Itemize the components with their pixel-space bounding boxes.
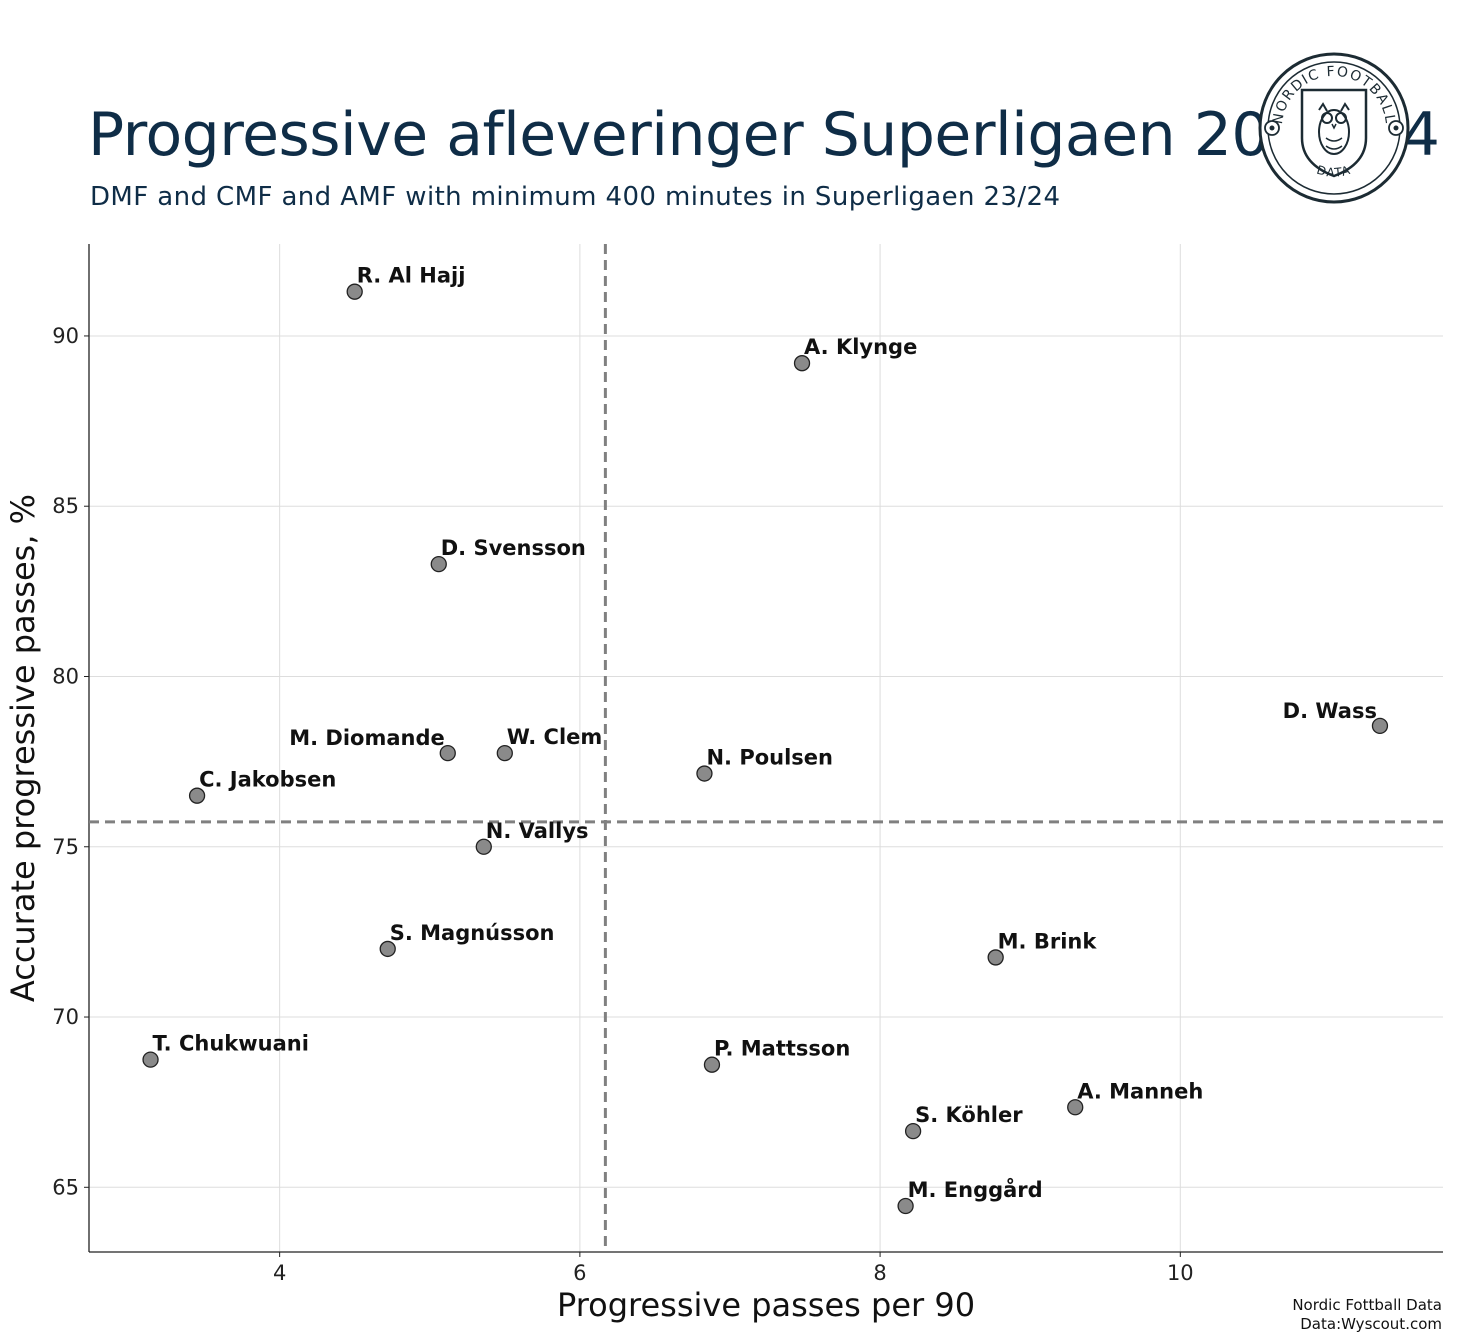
x-tick-label: 10 (1167, 1261, 1194, 1285)
data-point-label: C. Jakobsen (199, 768, 336, 792)
owl-shield-icon (1300, 88, 1368, 178)
grid-lines (89, 244, 1443, 1252)
source-caption: Nordic Fottball Data Data:Wyscout.com (1292, 1296, 1442, 1334)
svg-text:DATA: DATA (1315, 163, 1353, 180)
x-tick-label: 6 (573, 1261, 586, 1285)
data-point (496, 744, 513, 762)
data-point (188, 787, 206, 804)
caption-line-2: Data:Wyscout.com (1300, 1315, 1442, 1333)
data-point (475, 838, 492, 855)
axes (88, 244, 1443, 1253)
data-point-label: S. Magnússon (390, 921, 555, 945)
y-tick-label: 65 (52, 1175, 79, 1199)
data-point-label: S. Köhler (915, 1103, 1023, 1127)
data-point (703, 1056, 721, 1073)
x-axis-title: Progressive passes per 90 (557, 1286, 975, 1324)
y-axis-title: Accurate progressive passes, % (4, 494, 42, 1002)
data-point (430, 555, 447, 573)
x-tick-label: 8 (873, 1261, 886, 1285)
data-point (904, 1122, 922, 1140)
data-point-label: M. Diomande (289, 726, 445, 750)
caption-line-1: Nordic Fottball Data (1292, 1296, 1442, 1314)
data-point-label: D. Wass (1283, 699, 1377, 723)
data-points (142, 283, 1389, 1215)
data-point-label: T. Chukwuani (153, 1032, 309, 1056)
reference-lines (89, 244, 1443, 1252)
data-point-label: M. Brink (998, 929, 1098, 953)
data-point-label: N. Vallys (486, 819, 589, 843)
point-labels: R. Al Hajj A. Klynge D. Svensson D. Wass M. … (153, 264, 1377, 1202)
data-point-label: R. Al Hajj (357, 264, 466, 288)
data-point-label: N. Poulsen (706, 746, 833, 770)
football-icon-left (1264, 120, 1280, 136)
data-point (439, 744, 456, 762)
page-subtitle: DMF and CMF and AMF with minimum 400 min… (90, 182, 1061, 212)
data-point (142, 1051, 159, 1068)
tick-labels: 4 6 8 10 65 70 75 80 85 90 (52, 324, 1193, 1285)
data-point (379, 940, 396, 958)
logo-text-bottom: DATA (1315, 163, 1351, 180)
y-tick-label: 90 (52, 324, 79, 348)
data-point (897, 1197, 914, 1215)
x-tick-label: 4 (273, 1261, 286, 1285)
data-point-label: M. Enggård (908, 1177, 1043, 1202)
data-point-label: P. Mattsson (714, 1037, 850, 1061)
page-title: Progressive afleveringer Superligaen 202… (88, 100, 1440, 170)
data-point (346, 283, 363, 300)
data-point-label: A. Manneh (1077, 1079, 1203, 1103)
y-tick-label: 70 (52, 1005, 79, 1029)
y-tick-label: 75 (52, 835, 79, 859)
data-point (793, 355, 811, 372)
data-point (1067, 1099, 1084, 1116)
nordic-football-data-logo: NORDIC FOOTBALL DATA (1258, 52, 1410, 204)
data-point-label: W. Clem (507, 725, 602, 749)
data-point (987, 949, 1004, 966)
y-tick-label: 85 (52, 494, 79, 518)
football-icon-right (1388, 120, 1404, 136)
data-point-label: D. Svensson (441, 536, 586, 560)
data-point-label: A. Klynge (804, 335, 917, 359)
y-tick-label: 80 (52, 664, 79, 688)
data-point (1371, 717, 1389, 735)
data-point (696, 765, 713, 782)
